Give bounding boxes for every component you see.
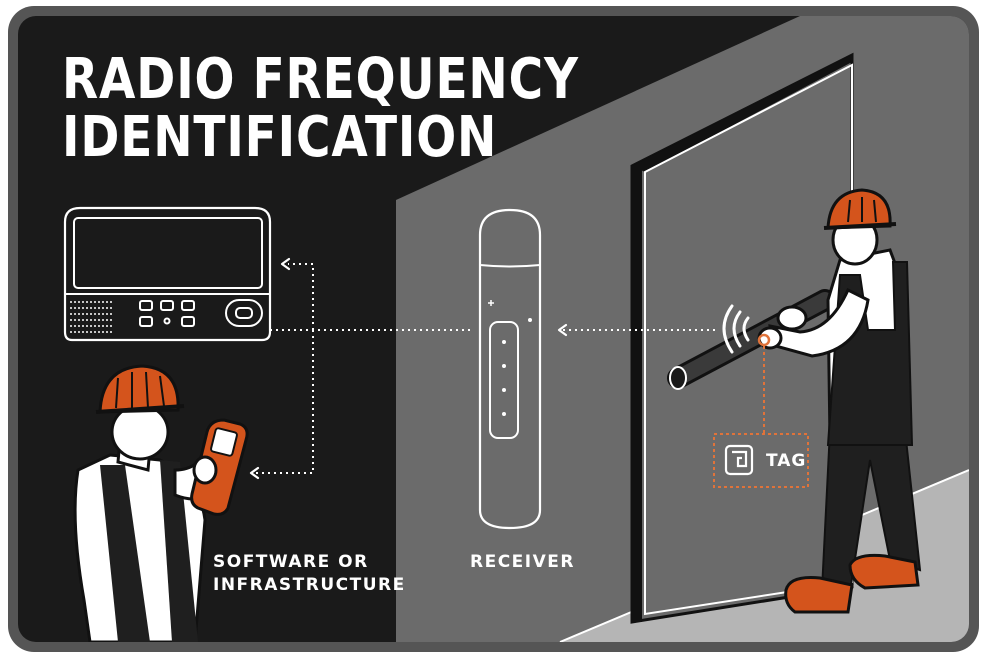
software-label-line1: SOFTWARE OR <box>213 552 369 572</box>
worker-left <box>73 364 249 642</box>
title-line-1: RADIO FREQUENCY <box>62 47 579 112</box>
tag-box <box>713 433 809 488</box>
receiver-device-icon <box>478 208 542 530</box>
scanner-terminal-icon <box>63 206 272 342</box>
handheld-reader-icon <box>190 418 249 516</box>
software-label-line2: INFRASTRUCTURE <box>213 575 406 595</box>
title-line-2: IDENTIFICATION <box>62 105 498 170</box>
signal-waves-icon <box>722 304 750 354</box>
signal-arrows <box>256 263 715 474</box>
tag-label: TAG <box>766 451 807 471</box>
rfid-tag-icon <box>724 444 754 476</box>
worker-right <box>757 188 922 614</box>
receiver-label: RECEIVER <box>470 552 575 572</box>
